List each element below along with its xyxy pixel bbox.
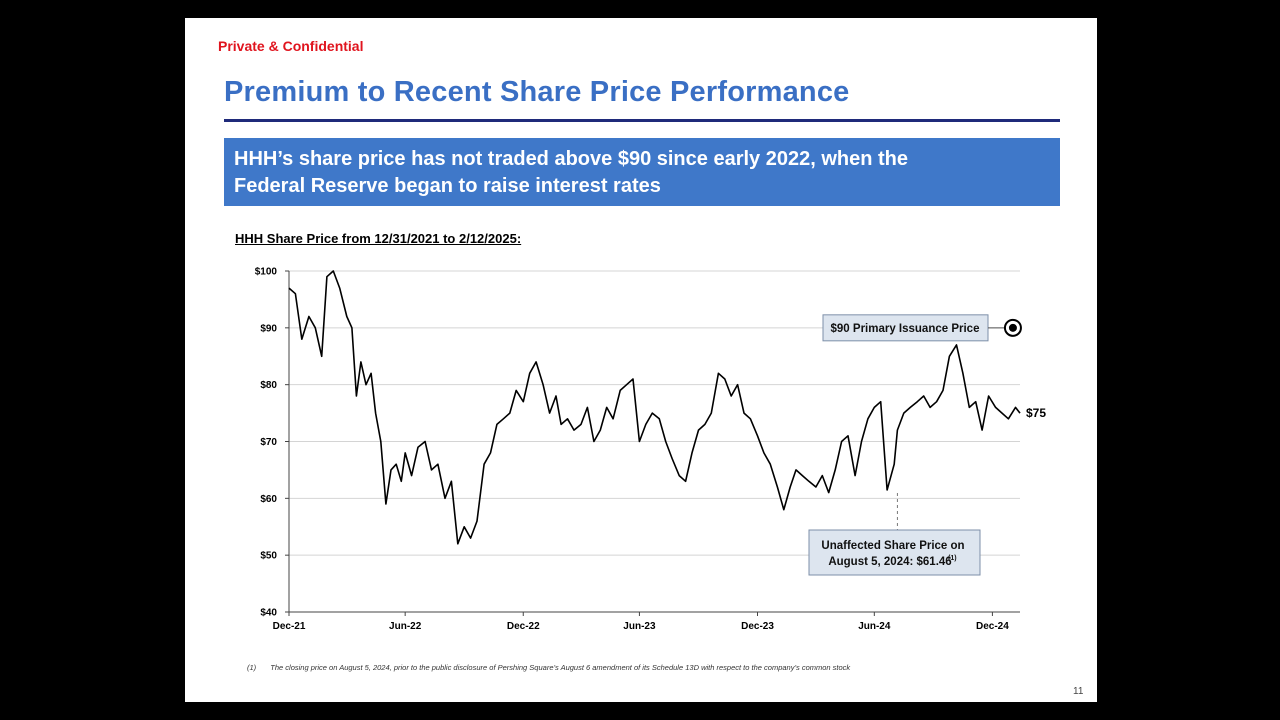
x-tick-label: Dec-22 <box>507 621 540 632</box>
footnote-mark: (1) <box>247 663 257 672</box>
y-tick-label: $60 <box>260 494 277 505</box>
x-tick-label: Dec-21 <box>273 621 306 632</box>
y-tick-label: $40 <box>260 608 277 619</box>
x-tick-label: Dec-24 <box>976 621 1009 632</box>
price-line <box>288 270 1021 545</box>
issuance-price-box <box>822 314 989 342</box>
y-tick-label: $80 <box>260 380 277 391</box>
unaffected-label-line-1: Unaffected Share Price on <box>821 540 964 552</box>
banner-line-1: HHH’s share price has not traded above $… <box>234 148 908 170</box>
x-tick-label: Jun-24 <box>858 621 891 632</box>
unaffected-footnote-ref: (1) <box>948 555 957 562</box>
title-underline <box>224 119 1060 122</box>
y-tick-label: $50 <box>260 551 277 562</box>
issuance-price-label: $90 Primary Issuance Price <box>831 323 980 335</box>
x-tick-label: Dec-23 <box>741 621 774 632</box>
unaffected-price-box <box>808 529 981 576</box>
y-tick-label: $70 <box>260 437 277 448</box>
chart-title: HHH Share Price from 12/31/2021 to 2/12/… <box>235 231 522 246</box>
y-tick-label: $100 <box>255 267 278 278</box>
footnote: (1) The closing price on August 5, 2024,… <box>247 663 850 672</box>
unaffected-label-line-2: August 5, 2024: $61.46 <box>828 556 951 568</box>
x-tick-label: Jun-22 <box>389 621 422 632</box>
page-number: 11 <box>1073 686 1084 697</box>
footnote-text: The closing price on August 5, 2024, pri… <box>270 663 851 672</box>
banner-line-2: Federal Reserve began to raise interest … <box>234 175 661 197</box>
slide-title: Premium to Recent Share Price Performanc… <box>224 76 850 108</box>
x-tick-label: Jun-23 <box>623 621 656 632</box>
slide: Private & Confidential Premium to Recent… <box>185 18 1097 702</box>
end-price-label: $75 <box>1026 406 1046 420</box>
y-tick-label: $90 <box>260 323 277 334</box>
confidential-label: Private & Confidential <box>218 38 364 54</box>
headline-banner: HHH’s share price has not traded above $… <box>224 138 1060 206</box>
issuance-marker-dot <box>1008 323 1017 332</box>
